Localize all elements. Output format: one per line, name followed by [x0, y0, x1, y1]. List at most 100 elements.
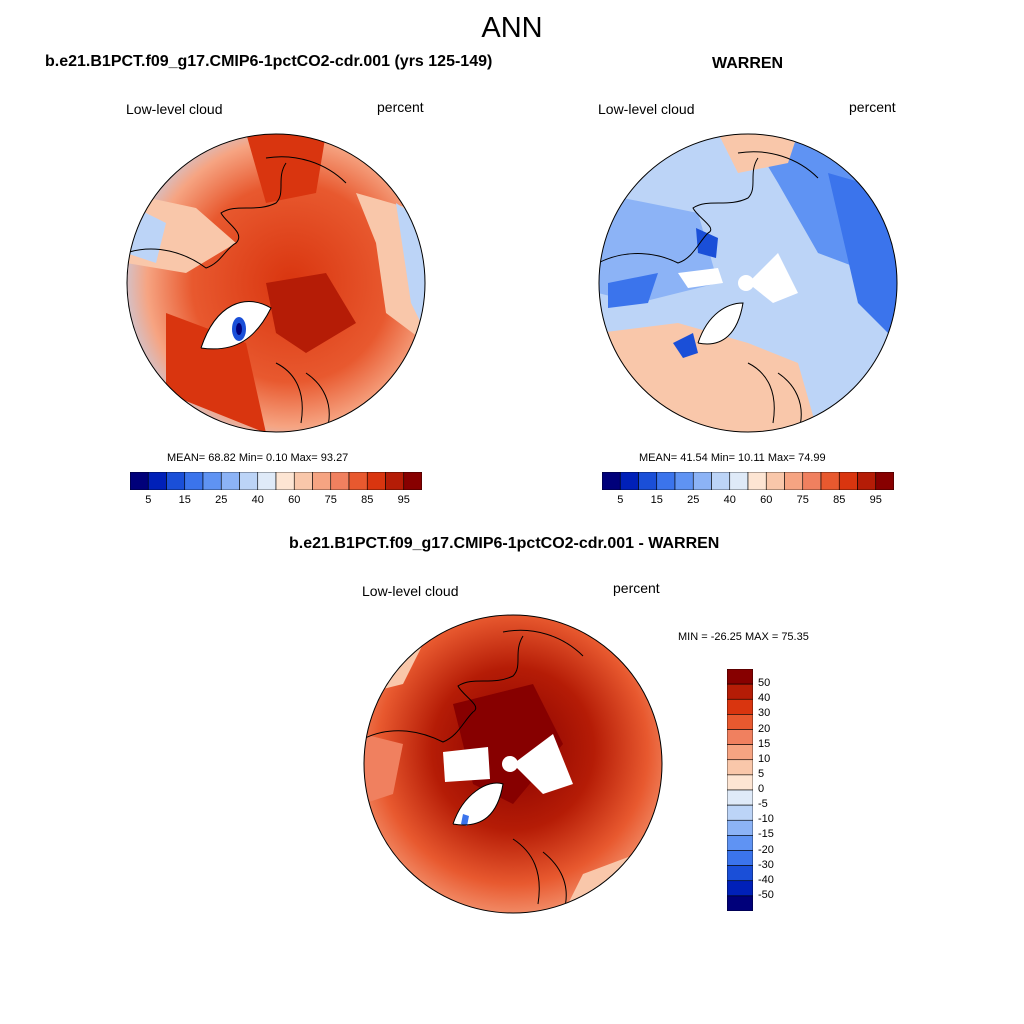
- high-cloud-region: [246, 134, 326, 203]
- colorbar-swatch: [727, 683, 753, 700]
- colorbar-swatch: [403, 472, 422, 490]
- colorbar-swatch: [875, 472, 894, 490]
- panel-2-colorbar: [602, 472, 894, 490]
- panel-2-units-label: percent: [849, 99, 896, 115]
- low-cloud-region: [673, 333, 698, 358]
- high-cloud-region: [718, 134, 798, 173]
- greenland-minimum-core: [236, 323, 242, 335]
- colorbar-tick-label: 40: [723, 494, 736, 506]
- panel-1-colorbar: [130, 472, 422, 490]
- panel-1-polar-map: [126, 133, 426, 433]
- colorbar-tick-label: -15: [758, 828, 774, 841]
- panel-3-colorbar-labels: 50 40 30 20 15 10 5 0 -5 -10 -15 -20 -30 -40 -50: [758, 669, 798, 911]
- colorbar-swatch: [727, 714, 753, 730]
- colorbar-tick-label: -20: [758, 843, 774, 856]
- colorbar-swatch: [385, 472, 405, 490]
- colorbar-tick-label: 40: [251, 494, 264, 506]
- colorbar-tick-label: 95: [869, 494, 882, 506]
- colorbar-swatch: [638, 472, 658, 490]
- missing-data-region: [443, 747, 490, 782]
- colorbar-swatch: [838, 472, 858, 490]
- pole-hole: [502, 756, 518, 772]
- colorbar-swatch: [729, 472, 749, 490]
- panel-3-colorbar: [727, 669, 753, 911]
- colorbar-swatch: [257, 472, 277, 490]
- colorbar-swatch: [727, 865, 753, 882]
- missing-data-region: [678, 268, 723, 288]
- panel-3-variable-label: Low-level cloud: [362, 583, 459, 599]
- colorbar-swatch: [727, 669, 753, 685]
- colorbar-swatch: [727, 774, 753, 791]
- colorbar-swatch: [765, 472, 785, 490]
- colorbar-swatch: [674, 472, 694, 490]
- map-boundary: [126, 133, 426, 433]
- high-cloud-region: [266, 273, 356, 353]
- panel-3-units-label: percent: [613, 580, 660, 596]
- colorbar-swatch: [727, 698, 753, 715]
- colorbar-tick-label: 50: [758, 677, 771, 690]
- map-boundary: [598, 133, 898, 433]
- colorbar-tick-label: 85: [833, 494, 846, 506]
- colorbar-swatch: [727, 759, 753, 776]
- panel-1-title: b.e21.B1PCT.f09_g17.CMIP6-1pctCO2-cdr.00…: [45, 53, 493, 70]
- colorbar-swatch: [166, 472, 186, 490]
- panel-3-stats: MIN = -26.25 MAX = 75.35: [678, 631, 809, 643]
- colorbar-tick-label: 15: [758, 737, 771, 750]
- colorbar-tick-label: 40: [758, 692, 771, 705]
- colorbar-swatch: [711, 472, 731, 490]
- panel-3-polar-map: [363, 614, 663, 914]
- colorbar-swatch: [727, 789, 753, 806]
- colorbar-swatch: [820, 472, 840, 490]
- colorbar-swatch: [692, 472, 712, 490]
- missing-data-wedge: [513, 734, 573, 794]
- low-cloud-region: [608, 273, 658, 308]
- colorbar-tick-label: 95: [397, 494, 410, 506]
- difference-region: [364, 734, 403, 804]
- colorbar-swatch: [147, 472, 167, 490]
- colorbar-swatch: [239, 472, 259, 490]
- colorbar-swatch: [727, 850, 753, 866]
- colorbar-swatch: [366, 472, 386, 490]
- colorbar-tick-label: 75: [324, 494, 337, 506]
- colorbar-swatch: [275, 472, 295, 490]
- panel-2-colorbar-labels: 5 15 25 40 60 75 85 95: [602, 494, 894, 508]
- colorbar-swatch: [184, 472, 204, 490]
- pole-hole: [738, 275, 754, 291]
- low-cloud-region: [696, 228, 718, 258]
- colorbar-swatch: [348, 472, 368, 490]
- colorbar-swatch: [293, 472, 313, 490]
- colorbar-tick-label: 85: [361, 494, 374, 506]
- page-title: ANN: [481, 12, 543, 44]
- panel-1-stats: MEAN= 68.82 Min= 0.10 Max= 93.27: [167, 452, 349, 464]
- colorbar-swatch: [727, 729, 753, 745]
- colorbar-swatch: [130, 472, 149, 490]
- greenland-missing-data: [453, 783, 503, 825]
- colorbar-tick-label: -30: [758, 858, 774, 871]
- colorbar-tick-label: -5: [758, 798, 768, 811]
- panel-2-title: WARREN: [712, 55, 784, 72]
- colorbar-tick-label: 60: [760, 494, 773, 506]
- map-boundary: [363, 614, 663, 914]
- colorbar-tick-label: 30: [758, 707, 771, 720]
- colorbar-swatch: [857, 472, 877, 490]
- panel-2-variable-label: Low-level cloud: [598, 101, 695, 117]
- colorbar-swatch: [312, 472, 332, 490]
- colorbar-swatch: [784, 472, 804, 490]
- colorbar-swatch: [727, 880, 753, 897]
- colorbar-swatch: [619, 472, 639, 490]
- panel-3-title: b.e21.B1PCT.f09_g17.CMIP6-1pctCO2-cdr.00…: [289, 535, 720, 552]
- colorbar-swatch: [727, 804, 753, 821]
- colorbar-swatch: [602, 472, 621, 490]
- colorbar-tick-label: 5: [617, 494, 624, 506]
- colorbar-tick-label: 15: [650, 494, 663, 506]
- colorbar-tick-label: 75: [796, 494, 809, 506]
- colorbar-tick-label: 25: [215, 494, 228, 506]
- colorbar-tick-label: 0: [758, 783, 765, 795]
- colorbar-swatch: [656, 472, 676, 490]
- colorbar-swatch: [727, 895, 753, 911]
- colorbar-swatch: [747, 472, 767, 490]
- colorbar-swatch: [727, 744, 753, 761]
- colorbar-swatch: [220, 472, 240, 490]
- colorbar-tick-label: 15: [178, 494, 191, 506]
- colorbar-tick-label: -40: [758, 873, 774, 886]
